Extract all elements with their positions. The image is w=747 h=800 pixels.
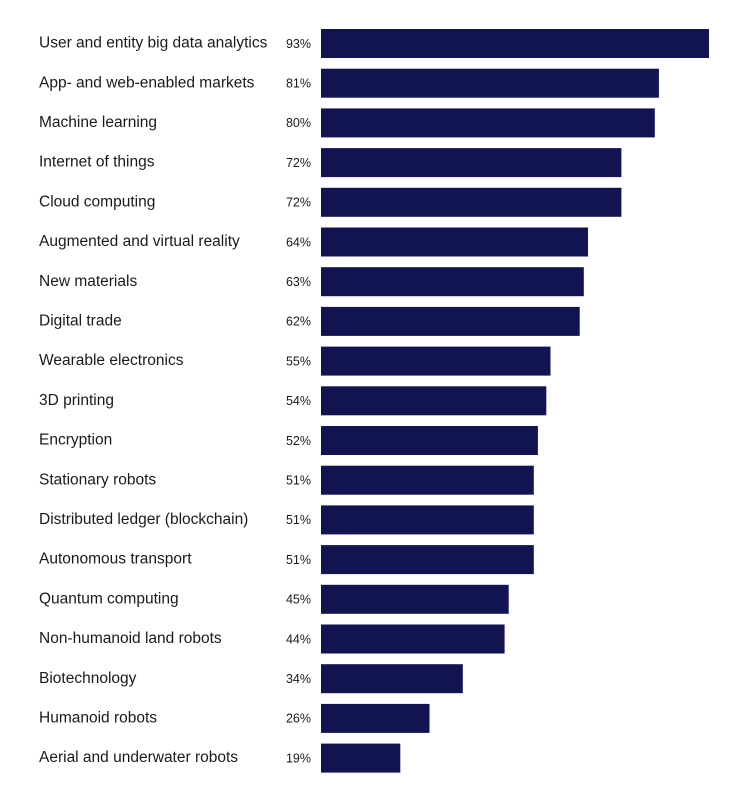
value-label: 62% (286, 315, 311, 329)
value-label: 93% (286, 37, 311, 51)
value-label: 81% (286, 76, 311, 90)
value-label: 80% (286, 116, 311, 130)
bar (321, 545, 534, 575)
category-label: 3D printing (39, 392, 114, 409)
bar (321, 426, 538, 455)
category-label: New materials (39, 273, 137, 290)
value-label: 44% (286, 632, 311, 646)
bar (321, 346, 551, 376)
category-label: Non-humanoid land robots (39, 630, 222, 647)
bar (321, 68, 659, 98)
value-label: 64% (286, 235, 311, 249)
bars (321, 29, 709, 773)
value-label: 51% (286, 473, 311, 487)
bar (321, 227, 588, 257)
category-labels: User and entity big data analytics App- a… (39, 35, 268, 767)
bar (321, 743, 401, 773)
category-label: User and entity big data analytics (39, 35, 268, 52)
category-label: Digital trade (39, 312, 122, 329)
category-label: Stationary robots (39, 471, 156, 488)
value-label: 26% (286, 712, 311, 726)
category-label: Autonomous transport (39, 551, 192, 568)
category-label: App- and web-enabled markets (39, 74, 255, 91)
bar (321, 703, 430, 733)
bar (321, 465, 534, 495)
value-label: 19% (286, 751, 311, 765)
category-label: Humanoid robots (39, 709, 157, 726)
value-label: 72% (286, 196, 311, 210)
category-label: Wearable electronics (39, 352, 184, 369)
bar (321, 664, 463, 694)
bar (321, 29, 709, 58)
value-label: 54% (286, 394, 311, 408)
bar (321, 306, 580, 336)
category-label: Augmented and virtual reality (39, 233, 240, 250)
category-label: Biotechnology (39, 670, 137, 687)
bar (321, 148, 622, 178)
value-label: 55% (286, 354, 311, 368)
category-label: Cloud computing (39, 193, 155, 210)
bar (321, 386, 547, 416)
category-label: Encryption (39, 432, 112, 449)
value-labels: 93% 81% 80% 72% 72% 64% 63% 62% 55% 54% 52% 51% 51% 5… (286, 37, 311, 766)
category-label: Internet of things (39, 154, 155, 171)
value-label: 45% (286, 593, 311, 607)
value-label: 51% (286, 553, 311, 567)
bar (321, 267, 584, 297)
bar (321, 505, 534, 535)
value-label: 72% (286, 156, 311, 170)
category-label: Distributed ledger (blockchain) (39, 511, 248, 528)
bar (321, 584, 509, 614)
value-label: 34% (286, 672, 311, 686)
category-label: Quantum computing (39, 590, 179, 607)
value-label: 52% (286, 434, 311, 448)
bar (321, 624, 505, 654)
category-label: Aerial and underwater robots (39, 749, 238, 766)
category-label: Machine learning (39, 114, 157, 131)
value-label: 63% (286, 275, 311, 289)
bar (321, 187, 622, 217)
bar (321, 108, 655, 138)
value-label: 51% (286, 513, 311, 527)
